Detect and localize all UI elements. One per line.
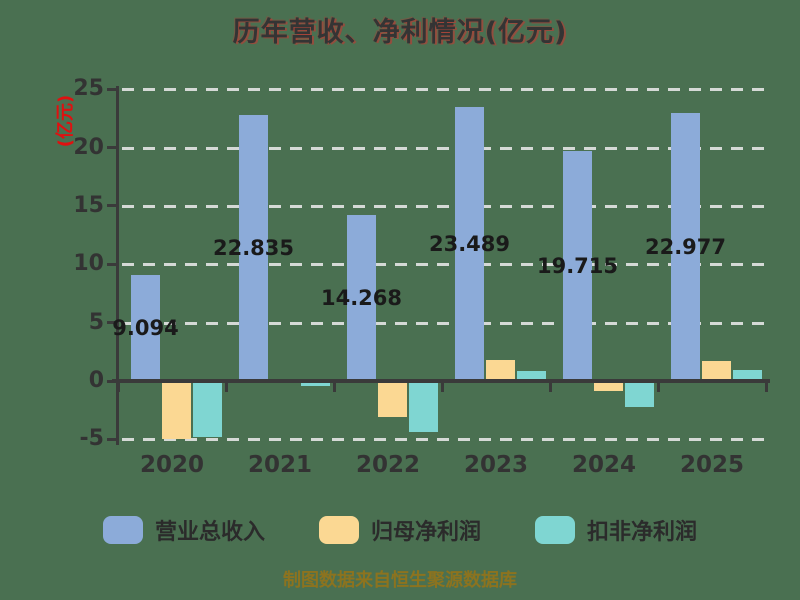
deducted-net-profit-bar <box>517 371 546 381</box>
net-profit-bar <box>378 381 407 418</box>
revenue-value-label: 23.489 <box>428 231 511 256</box>
x-tick-mark <box>116 381 120 392</box>
x-tick-label-2022: 2022 <box>355 452 420 478</box>
data-source-note: 制图数据来自恒生聚源数据库 <box>283 570 517 591</box>
revenue-bar <box>239 114 268 381</box>
x-tick-mark <box>224 381 228 392</box>
net-profit-bar <box>702 360 731 381</box>
y-tick-mark <box>107 321 118 325</box>
legend-label: 扣非净利润 <box>587 520 698 545</box>
x-tick-label-2023: 2023 <box>463 452 528 478</box>
deducted-net-profit-bar <box>409 381 438 433</box>
revenue-value-label: 9.094 <box>112 315 179 340</box>
x-tick-label-2025: 2025 <box>679 452 744 478</box>
revenue-bar <box>563 150 592 381</box>
y-tick-mark <box>107 262 118 266</box>
y-tick-label: 10 <box>73 251 104 277</box>
chart-title: 历年营收、净利情况(亿元) <box>232 17 568 48</box>
x-tick-mark <box>440 381 444 392</box>
revenue-swatch <box>102 516 143 544</box>
y-tick-mark <box>107 87 118 91</box>
legend-item-deducted-net-profit: 扣非净利润 <box>535 514 697 546</box>
net-profit-bar <box>162 381 191 439</box>
legend-label: 营业总收入 <box>154 520 265 545</box>
revenue-value-label: 14.268 <box>320 285 403 310</box>
revenue-bar <box>671 112 700 381</box>
y-tick-label: 5 <box>88 309 104 335</box>
deducted-net-profit-bar <box>733 369 762 381</box>
y-tick-mark <box>107 437 118 441</box>
revenue-value-label: 22.835 <box>212 235 295 260</box>
x-tick-mark <box>656 381 660 392</box>
revenue-bar <box>347 214 376 381</box>
revenue-value-label: 19.715 <box>536 253 619 278</box>
x-tick-label-2024: 2024 <box>571 452 636 478</box>
revenue-value-label: 22.977 <box>644 234 727 259</box>
y-tick-label: 20 <box>73 134 104 160</box>
y-tick-label: -5 <box>79 426 104 452</box>
legend: 营业总收入 归母净利润 扣非净利润 <box>0 514 800 546</box>
net-profit-swatch <box>318 516 359 544</box>
net-profit-bar <box>486 359 515 381</box>
x-tick-mark <box>332 381 336 392</box>
gridline-y5 <box>122 321 768 325</box>
deducted-net-profit-bar <box>625 381 654 407</box>
gridline-y-5 <box>122 438 768 442</box>
x-tick-label-2020: 2020 <box>139 452 204 478</box>
deducted-net-profit-bar <box>301 381 330 387</box>
x-tick-label-2021: 2021 <box>247 452 312 478</box>
revenue-bar <box>131 274 160 381</box>
y-tick-label: 15 <box>73 192 104 218</box>
x-tick-mark <box>548 381 552 392</box>
gridline-y25 <box>122 88 768 92</box>
gridline-y15 <box>122 204 768 208</box>
y-tick-label: 0 <box>88 368 104 393</box>
net-profit-bar <box>594 381 623 391</box>
deducted-net-profit-swatch <box>535 516 575 544</box>
revenue-bar <box>455 106 484 381</box>
gridline-y10 <box>122 263 768 267</box>
legend-label: 归母净利润 <box>370 520 481 545</box>
legend-item-net-profit: 归母净利润 <box>318 514 481 546</box>
y-axis-line <box>116 86 119 445</box>
y-tick-mark <box>107 146 118 150</box>
gridline-y20 <box>122 146 768 150</box>
deducted-net-profit-bar <box>193 381 222 437</box>
y-tick-mark <box>107 204 118 208</box>
x-tick-mark <box>764 381 768 392</box>
legend-item-revenue: 营业总收入 <box>102 514 265 546</box>
y-tick-label: 25 <box>73 76 104 102</box>
